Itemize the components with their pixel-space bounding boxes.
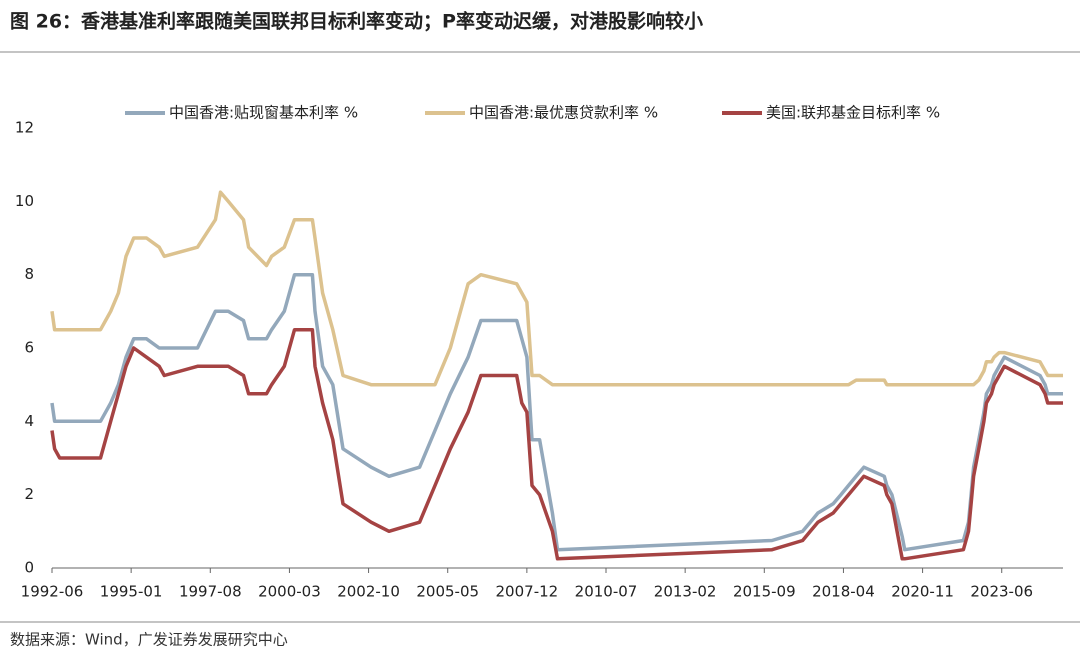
series-line (50, 190, 1063, 387)
x-tick-label: 2018-04 (812, 583, 875, 601)
y-tick-label: 8 (24, 265, 34, 283)
x-tick-label: 2023-06 (970, 583, 1033, 601)
x-tick-label: 2013-02 (654, 583, 717, 601)
x-tick-label: 2007-12 (496, 583, 559, 601)
x-tick-label: 1997-08 (179, 583, 242, 601)
y-tick-label: 2 (24, 485, 34, 503)
legend-label: 中国香港:最优惠贷款利率 % (469, 104, 658, 122)
x-tick-label: 2000-03 (258, 583, 321, 601)
chart-title: 图 26：香港基准利率跟随美国联邦目标利率变动；P率变动迟缓，对港股影响较小 (10, 10, 703, 33)
y-tick-label: 10 (15, 192, 34, 210)
source-note: 数据来源：Wind，广发证券发展研究中心 (10, 631, 288, 649)
x-tick-label: 2010-07 (575, 583, 638, 601)
x-tick-label: 2002-10 (337, 583, 400, 601)
y-tick-label: 0 (24, 559, 34, 577)
x-tick-label: 1992-06 (21, 583, 84, 601)
y-tick-label: 6 (24, 339, 34, 357)
series-line (50, 327, 1063, 561)
y-tick-label: 4 (24, 412, 34, 430)
y-tick-label: 12 (15, 119, 34, 137)
x-tick-label: 1995-01 (100, 583, 163, 601)
x-tick-label: 2005-05 (416, 583, 479, 601)
legend-label: 美国:联邦基金目标利率 % (766, 104, 940, 122)
x-tick-label: 2020-11 (891, 583, 954, 601)
series-line (50, 272, 1063, 552)
x-tick-label: 2015-09 (733, 583, 796, 601)
legend-label: 中国香港:贴现窗基本利率 % (169, 104, 358, 122)
